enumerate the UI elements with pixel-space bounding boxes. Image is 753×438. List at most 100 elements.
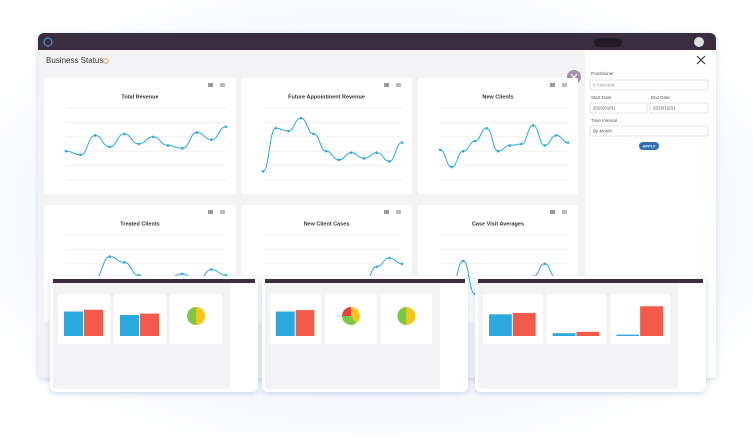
chart-title: New Client Cases	[304, 221, 350, 227]
mini-card	[546, 294, 607, 344]
bar	[616, 334, 640, 336]
point	[520, 142, 523, 146]
point	[438, 148, 442, 152]
point	[555, 134, 558, 137]
point	[181, 147, 184, 150]
point	[64, 149, 68, 153]
point	[400, 262, 404, 266]
line	[439, 124, 569, 168]
point	[543, 262, 547, 266]
select-value: By Month	[593, 129, 613, 134]
pie-slice	[196, 307, 205, 325]
point	[473, 139, 477, 143]
chart-title: Treated Clients	[120, 221, 159, 227]
point	[543, 144, 547, 147]
point	[337, 158, 341, 162]
point	[79, 153, 82, 157]
chart-view-icon	[396, 83, 401, 87]
point	[274, 126, 277, 130]
select-box[interactable]	[589, 79, 709, 91]
bar	[64, 311, 83, 336]
bar	[552, 333, 576, 336]
point	[312, 132, 315, 136]
bar	[295, 310, 315, 336]
point	[195, 131, 199, 134]
filter-label: Practitioner	[591, 71, 614, 76]
bar	[84, 309, 103, 336]
chart-card	[241, 78, 412, 194]
page-title: Business Status	[46, 56, 103, 65]
bar	[512, 312, 536, 336]
point	[299, 116, 303, 120]
point	[508, 144, 512, 147]
thumbnail-topbar	[53, 279, 255, 283]
filter-label: Start Date	[591, 95, 612, 100]
pie-slice	[342, 316, 357, 325]
thumbnail-panel	[230, 283, 255, 389]
chart-view-icon	[396, 210, 401, 214]
chart-view-icon	[562, 83, 567, 87]
chart-title: Future Appointment Revenue	[288, 94, 365, 100]
chart-view-icon	[220, 210, 225, 214]
grid-view-icon	[208, 210, 213, 214]
chart-card	[44, 78, 236, 194]
grid-view-icon	[384, 210, 389, 214]
point	[485, 126, 488, 130]
point	[388, 159, 391, 163]
chart-card	[418, 78, 578, 194]
point	[362, 157, 366, 160]
grid-view-icon	[550, 210, 555, 214]
counter[interactable]	[594, 38, 622, 47]
point	[531, 123, 535, 127]
point	[137, 274, 141, 277]
bar	[640, 306, 663, 336]
avatar[interactable]	[694, 37, 704, 47]
pie-slice	[187, 307, 196, 325]
point	[375, 151, 379, 154]
apply-button[interactable]	[639, 142, 659, 150]
select-box[interactable]	[589, 125, 709, 137]
point	[400, 141, 404, 144]
filter-label: Time Interval	[591, 118, 617, 123]
thumbnail-topbar	[265, 279, 465, 283]
line	[65, 126, 227, 156]
bar	[120, 315, 139, 336]
point	[210, 268, 213, 271]
bar	[489, 314, 512, 336]
chart-view-icon	[220, 83, 225, 87]
point	[350, 151, 353, 154]
point	[151, 135, 155, 139]
info-icon[interactable]	[103, 58, 109, 64]
point	[166, 144, 170, 147]
select-value: 0 Selected	[593, 83, 615, 88]
point	[261, 170, 265, 173]
pie-slice	[397, 307, 407, 325]
chart-title: New Clients	[482, 94, 513, 100]
thumbnail	[262, 276, 468, 392]
point	[375, 265, 379, 268]
point	[286, 129, 290, 133]
grid-view-icon	[208, 83, 213, 87]
top-bar	[38, 33, 716, 50]
point	[108, 255, 111, 258]
point	[496, 149, 500, 153]
bar	[276, 311, 295, 336]
point	[461, 149, 465, 153]
chart-title: Total Revenue	[121, 94, 158, 100]
date-value: 2025/01/01	[593, 106, 616, 111]
filter-label: End Date	[651, 95, 670, 100]
date-input[interactable]	[649, 102, 709, 114]
point	[122, 261, 126, 264]
date-input[interactable]	[589, 102, 648, 114]
point	[122, 132, 126, 136]
point	[461, 259, 465, 263]
point	[224, 274, 228, 277]
point	[566, 141, 570, 144]
chart-view-icon	[562, 210, 567, 214]
close-panel[interactable]	[696, 55, 706, 65]
line	[262, 117, 403, 172]
date-value: 2025/12/31	[653, 106, 676, 111]
thumbnail	[475, 276, 706, 392]
pie-slice	[351, 307, 360, 324]
